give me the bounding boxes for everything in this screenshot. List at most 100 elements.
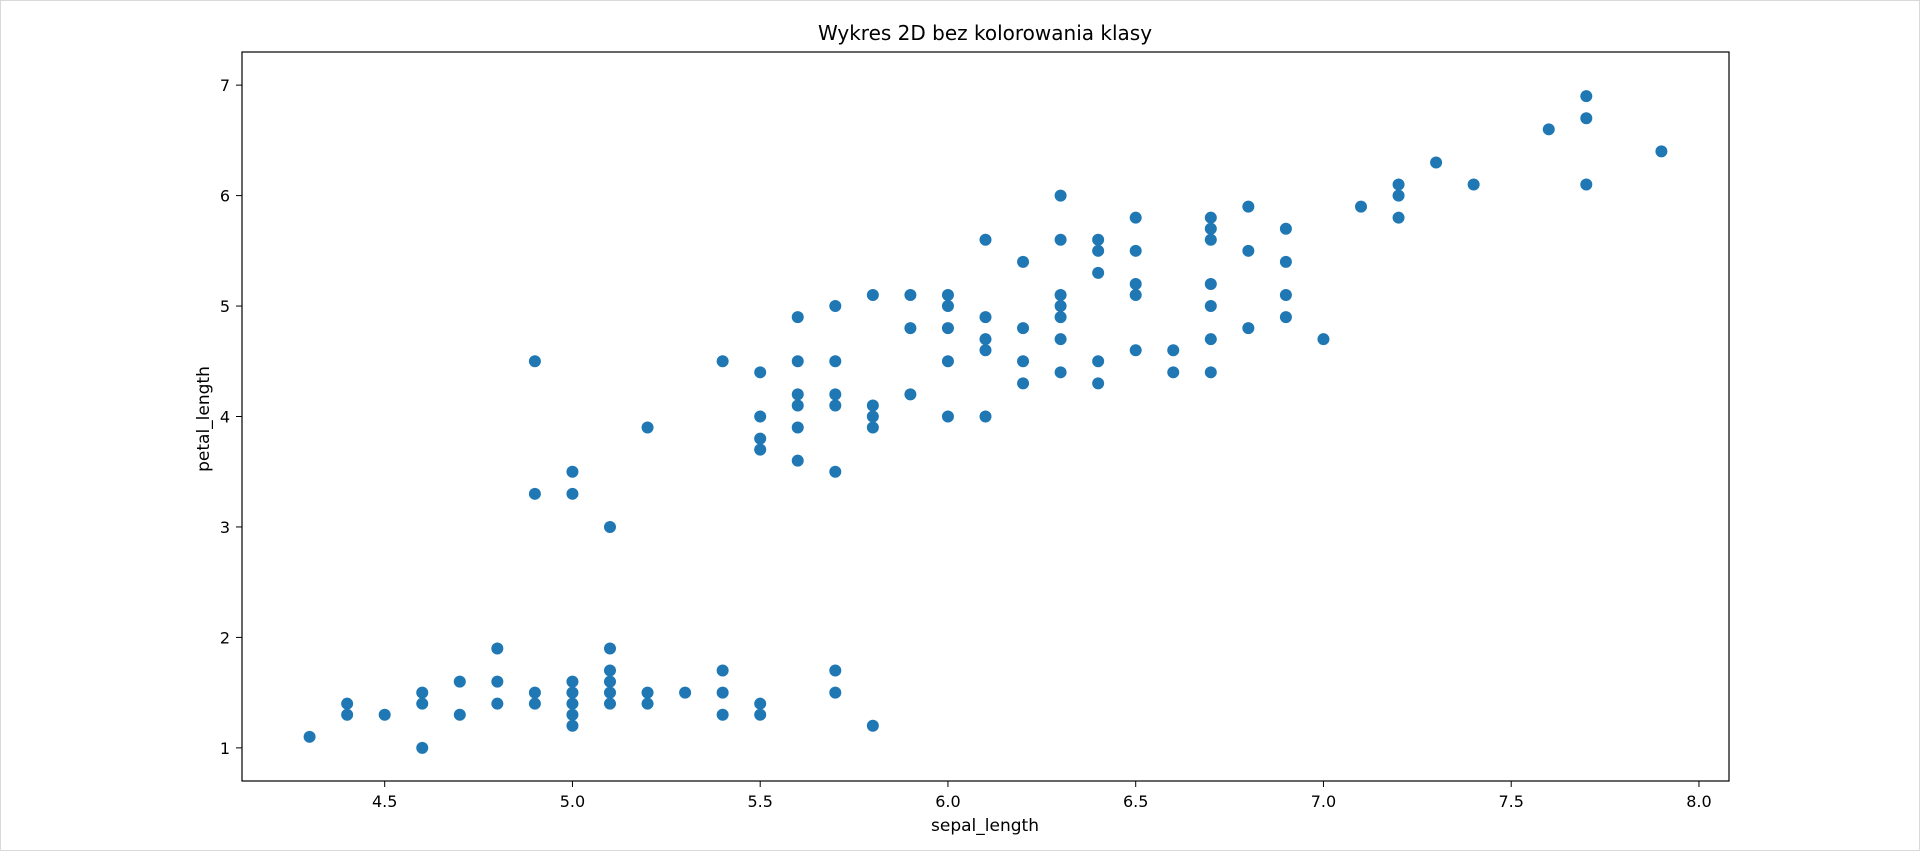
scatter-point xyxy=(1054,311,1067,324)
scatter-point xyxy=(1092,266,1105,279)
scatter-point xyxy=(716,708,729,721)
scatter-point xyxy=(754,410,767,423)
scatter-point xyxy=(979,333,992,346)
scatter-point xyxy=(641,421,654,434)
scatter-point xyxy=(603,697,616,710)
scatter-point xyxy=(566,719,579,732)
scatter-point xyxy=(754,443,767,456)
scatter-point xyxy=(603,686,616,699)
scatter-point xyxy=(1092,244,1105,257)
scatter-point xyxy=(1054,289,1067,301)
data-points xyxy=(303,90,1668,754)
scatter-point xyxy=(791,421,804,434)
y-tick-label: 3 xyxy=(220,518,230,537)
scatter-point xyxy=(1204,277,1217,290)
y-tick-label: 5 xyxy=(220,297,230,316)
scatter-point xyxy=(1279,222,1292,235)
scatter-point xyxy=(1054,233,1067,246)
scatter-point xyxy=(566,697,579,710)
scatter-point xyxy=(754,708,767,721)
scatter-point xyxy=(754,432,767,445)
scatter-point xyxy=(1430,156,1443,169)
scatter-point xyxy=(453,675,466,688)
scatter-point xyxy=(341,708,354,721)
scatter-point xyxy=(979,311,992,324)
x-tick-label: 6.5 xyxy=(1123,792,1148,811)
scatter-point xyxy=(791,454,804,467)
scatter-point xyxy=(566,686,579,699)
scatter-point xyxy=(603,664,616,677)
scatter-point xyxy=(491,675,504,688)
scatter-point xyxy=(378,708,391,721)
scatter-point xyxy=(603,642,616,655)
scatter-point xyxy=(1655,145,1668,158)
y-tick-label: 1 xyxy=(220,739,230,758)
scatter-point xyxy=(1054,300,1067,313)
scatter-point xyxy=(1054,366,1067,379)
scatter-point xyxy=(1242,200,1255,213)
scatter-point xyxy=(1204,211,1217,224)
scatter-point xyxy=(829,686,842,699)
scatter-point xyxy=(1317,333,1330,346)
y-tick-label: 7 xyxy=(220,76,230,95)
scatter-point xyxy=(528,686,541,699)
x-axis-label: sepal_length xyxy=(931,816,1039,836)
scatter-point xyxy=(453,708,466,721)
scatter-point xyxy=(941,355,954,368)
scatter-point xyxy=(603,675,616,688)
scatter-point xyxy=(1542,123,1555,136)
scatter-point xyxy=(791,355,804,368)
scatter-point xyxy=(829,388,842,401)
x-tick-label: 7.5 xyxy=(1498,792,1523,811)
scatter-point xyxy=(1092,355,1105,368)
scatter-point xyxy=(904,322,917,335)
scatter-point xyxy=(1279,255,1292,268)
scatter-point xyxy=(1129,277,1142,290)
scatter-point xyxy=(1017,377,1030,390)
scatter-point xyxy=(1204,233,1217,246)
scatter-point xyxy=(1092,233,1105,246)
y-tick-label: 6 xyxy=(220,187,230,206)
scatter-point xyxy=(491,697,504,710)
scatter-point xyxy=(1279,289,1292,301)
x-tick-label: 4.5 xyxy=(372,792,397,811)
scatter-point xyxy=(1017,255,1030,268)
scatter-point xyxy=(416,697,429,710)
scatter-point xyxy=(1017,322,1030,335)
scatter-point xyxy=(866,289,879,301)
scatter-point xyxy=(941,322,954,335)
scatter-point xyxy=(341,697,354,710)
scatter-point xyxy=(1392,178,1405,191)
scatter-point xyxy=(829,300,842,313)
scatter-point xyxy=(829,355,842,368)
scatter-point xyxy=(603,520,616,533)
scatter-point xyxy=(754,366,767,379)
scatter-point xyxy=(1392,211,1405,224)
y-axis: 1 2 3 4 5 6 7 xyxy=(220,76,242,758)
y-tick-label: 2 xyxy=(220,628,230,647)
scatter-point xyxy=(1092,377,1105,390)
scatter-point xyxy=(1167,344,1180,357)
x-tick-label: 5.0 xyxy=(560,792,585,811)
scatter-point xyxy=(791,399,804,412)
scatter-point xyxy=(941,300,954,313)
scatter-point xyxy=(716,686,729,699)
scatter-point xyxy=(566,487,579,500)
scatter-point xyxy=(716,355,729,368)
scatter-point xyxy=(1017,355,1030,368)
scatter-point xyxy=(829,664,842,677)
scatter-point xyxy=(1054,333,1067,346)
scatter-point xyxy=(1204,366,1217,379)
scatter-point xyxy=(1467,178,1480,191)
scatter-point xyxy=(1242,322,1255,335)
scatter-point xyxy=(1129,344,1142,357)
scatter-point xyxy=(791,388,804,401)
scatter-point xyxy=(979,233,992,246)
scatter-point xyxy=(1129,289,1142,301)
scatter-point xyxy=(904,289,917,301)
scatter-point xyxy=(791,311,804,324)
chart-title: Wykres 2D bez kolorowania klasy xyxy=(818,21,1152,45)
scatter-point xyxy=(679,686,692,699)
x-axis: 4.5 5.0 5.5 6.0 6.5 7.0 7.5 8.0 xyxy=(372,781,1712,811)
